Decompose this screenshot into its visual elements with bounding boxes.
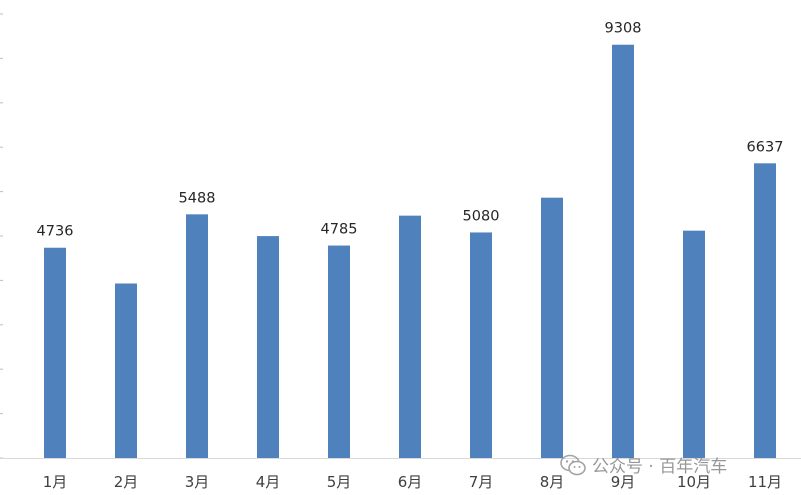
category-label-2: 2月 (114, 473, 139, 491)
data-label-group: 4736 5488 4785 5080 9308 6637 (37, 21, 784, 240)
category-label-11: 11月 (748, 473, 782, 491)
bar-7 (470, 232, 492, 458)
category-label-6: 6月 (398, 473, 423, 491)
watermark-text: 公众号 · 百年汽车 (592, 457, 728, 477)
category-label-8: 8月 (540, 473, 565, 491)
category-label-5: 5月 (327, 473, 352, 491)
category-label-group: 1月 2月 3月 4月 5月 6月 7月 8月 9月 10月 11月 (43, 473, 782, 491)
bar-6 (399, 215, 421, 458)
data-label-5: 4785 (321, 222, 358, 238)
watermark: 公众号 · 百年汽车 (560, 452, 727, 477)
data-label-9: 9308 (605, 21, 642, 37)
bar-3 (186, 214, 208, 458)
bar-5 (328, 245, 350, 458)
bar-8 (541, 197, 563, 458)
bar-2 (115, 283, 137, 458)
category-label-7: 7月 (469, 473, 494, 491)
category-label-4: 4月 (256, 473, 281, 491)
data-label-11: 6637 (747, 139, 784, 155)
bar-group (44, 44, 776, 459)
category-label-3: 3月 (185, 473, 210, 491)
data-label-3: 5488 (179, 190, 216, 206)
category-label-10: 10月 (677, 473, 711, 491)
data-label-7: 5080 (463, 208, 500, 224)
bar-9 (612, 44, 634, 459)
category-label-1: 1月 (43, 473, 68, 491)
bar-1 (44, 247, 66, 458)
y-axis-ticks (0, 13, 3, 459)
wechat-icon (560, 454, 586, 475)
bar-11 (754, 163, 776, 458)
data-label-1: 4736 (37, 224, 74, 240)
bar-10 (683, 230, 705, 458)
category-label-9: 9月 (611, 473, 636, 491)
bar-4 (257, 236, 279, 458)
